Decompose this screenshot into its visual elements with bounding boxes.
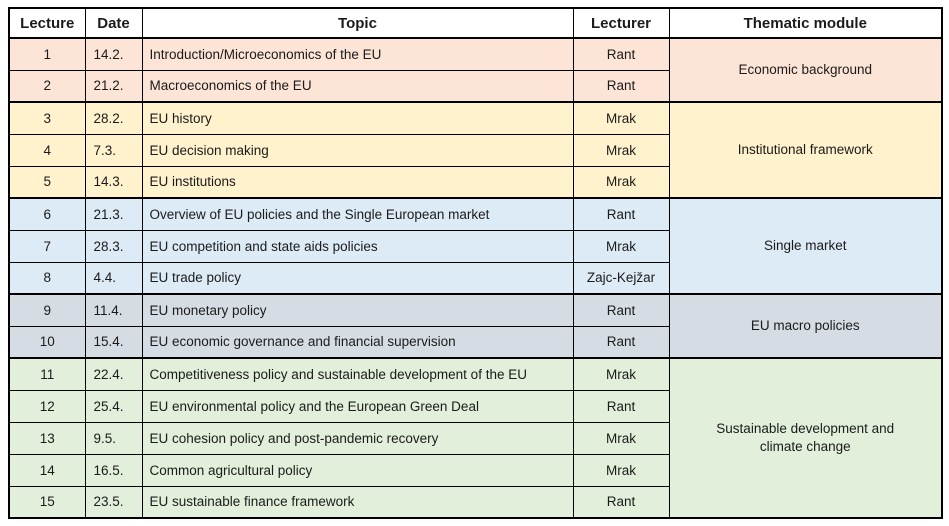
cell-lecture: 10 bbox=[8, 325, 86, 359]
table-header-row: Lecture Date Topic Lecturer Thematic module bbox=[8, 7, 943, 39]
cell-date: 15.4. bbox=[84, 325, 143, 359]
cell-lecture: 2 bbox=[8, 69, 86, 103]
cell-lecture: 5 bbox=[8, 165, 86, 199]
lecture-schedule-table: Lecture Date Topic Lecturer Thematic module … bbox=[8, 7, 943, 519]
cell-topic: Competitiveness policy and sustainable d… bbox=[141, 357, 574, 391]
column-header-date: Date bbox=[84, 7, 143, 39]
module-cell: Institutional framework bbox=[668, 101, 943, 199]
cell-lecturer: Mrak bbox=[572, 165, 670, 199]
column-header-thematic-module: Thematic module bbox=[668, 7, 943, 39]
cell-lecturer: Mrak bbox=[572, 133, 670, 167]
cell-date: 9.5. bbox=[84, 421, 143, 455]
table-row: 7 28.3. EU competition and state aids poli… bbox=[8, 229, 942, 263]
table-row: 9 11.4. EU monetary policy Rant EU macro pol… bbox=[8, 293, 943, 359]
cell-topic: EU institutions bbox=[141, 165, 574, 199]
cell-topic: Common agricultural policy bbox=[141, 453, 574, 487]
cell-topic: Macroeconomics of the EU bbox=[141, 69, 574, 103]
cell-topic: EU decision making bbox=[141, 133, 574, 167]
cell-date: 21.3. bbox=[84, 197, 143, 231]
cell-topic: EU cohesion policy and post-pandemic rec… bbox=[141, 421, 574, 455]
cell-date: 4.4. bbox=[84, 261, 143, 295]
cell-lecturer: Rant bbox=[572, 69, 670, 103]
module-cell: EU macro policies bbox=[668, 293, 943, 359]
cell-lecturer: Mrak bbox=[572, 357, 670, 391]
table-row: 15 23.5. EU sustainable finance framework R… bbox=[8, 485, 942, 519]
cell-lecture: 9 bbox=[8, 293, 86, 327]
table-row: 13 9.5. EU cohesion policy and post-pandem… bbox=[8, 421, 942, 455]
cell-lecture: 1 bbox=[8, 37, 86, 71]
cell-lecture: 3 bbox=[8, 101, 86, 135]
cell-topic: EU monetary policy bbox=[141, 293, 574, 327]
cell-topic: EU history bbox=[141, 101, 574, 135]
cell-topic: EU competition and state aids policies bbox=[141, 229, 574, 263]
cell-topic: Introduction/Microeconomics of the EU bbox=[141, 37, 574, 71]
cell-topic: EU economic governance and financial sup… bbox=[141, 325, 574, 359]
cell-lecture: 11 bbox=[8, 357, 86, 391]
cell-lecture: 6 bbox=[8, 197, 86, 231]
cell-topic: EU environmental policy and the European… bbox=[141, 389, 574, 423]
column-header-lecturer: Lecturer bbox=[572, 7, 670, 39]
cell-date: 11.4. bbox=[84, 293, 143, 327]
cell-date: 16.5. bbox=[84, 453, 143, 487]
module-cell: Single market bbox=[668, 197, 943, 295]
cell-lecture: 4 bbox=[8, 133, 86, 167]
module-label: EU macro policies bbox=[750, 317, 860, 333]
cell-date: 28.3. bbox=[84, 229, 143, 263]
table-row: 12 25.4. EU environmental policy and the E… bbox=[8, 389, 942, 423]
cell-date: 7.3. bbox=[84, 133, 143, 167]
cell-date: 14.3. bbox=[84, 165, 143, 199]
module-cell: Sustainable development and climate chan… bbox=[668, 357, 943, 519]
cell-lecturer: Mrak bbox=[572, 101, 670, 135]
table-row: 1 14.2. Introduction/Microeconomics of the… bbox=[8, 37, 943, 103]
module-label: Sustainable development and climate chan… bbox=[716, 420, 895, 454]
cell-date: 21.2. bbox=[84, 69, 143, 103]
cell-lecturer: Mrak bbox=[572, 453, 670, 487]
module-label: Institutional framework bbox=[737, 141, 873, 157]
cell-lecturer: Rant bbox=[572, 37, 670, 71]
cell-lecture: 14 bbox=[8, 453, 86, 487]
cell-lecture: 13 bbox=[8, 421, 86, 455]
cell-date: 22.4. bbox=[84, 357, 143, 391]
module-label: Economic background bbox=[738, 61, 873, 77]
column-header-lecture: Lecture bbox=[8, 7, 86, 39]
cell-lecture: 7 bbox=[8, 229, 86, 263]
cell-lecturer: Rant bbox=[572, 485, 670, 519]
cell-topic: EU trade policy bbox=[141, 261, 574, 295]
table-row: 8 4.4. EU trade policy Zajc-Kejžar bbox=[8, 261, 942, 295]
cell-date: 14.2. bbox=[84, 37, 143, 71]
cell-date: 28.2. bbox=[84, 101, 143, 135]
cell-lecturer: Rant bbox=[572, 197, 670, 231]
module-label: Single market bbox=[763, 237, 847, 253]
cell-date: 25.4. bbox=[84, 389, 143, 423]
cell-lecturer: Rant bbox=[572, 293, 670, 327]
table-row: 3 28.2. EU history Mrak Institutional framew… bbox=[8, 101, 943, 199]
cell-date: 23.5. bbox=[84, 485, 143, 519]
table-row: 11 22.4. Competitiveness policy and sustai… bbox=[8, 357, 943, 519]
table-row: 4 7.3. EU decision making Mrak bbox=[8, 133, 942, 167]
cell-lecturer: Rant bbox=[572, 325, 670, 359]
column-header-topic: Topic bbox=[141, 7, 574, 39]
cell-lecture: 15 bbox=[8, 485, 86, 519]
cell-lecturer: Mrak bbox=[572, 421, 670, 455]
table-row: 2 21.2. Macroeconomics of the EU Rant bbox=[8, 69, 942, 103]
cell-lecturer: Rant bbox=[572, 389, 670, 423]
table-row: 6 21.3. Overview of EU policies and the Si… bbox=[8, 197, 943, 295]
cell-lecturer: Mrak bbox=[572, 229, 670, 263]
cell-topic: Overview of EU policies and the Single E… bbox=[141, 197, 574, 231]
cell-lecturer: Zajc-Kejžar bbox=[572, 261, 670, 295]
cell-topic: EU sustainable finance framework bbox=[141, 485, 574, 519]
table-row: 5 14.3. EU institutions Mrak bbox=[8, 165, 942, 199]
table-row: 10 15.4. EU economic governance and financ… bbox=[8, 325, 942, 359]
module-cell: Economic background bbox=[668, 37, 943, 103]
table-row: 14 16.5. Common agricultural policy Mrak bbox=[8, 453, 942, 487]
cell-lecture: 12 bbox=[8, 389, 86, 423]
cell-lecture: 8 bbox=[8, 261, 86, 295]
